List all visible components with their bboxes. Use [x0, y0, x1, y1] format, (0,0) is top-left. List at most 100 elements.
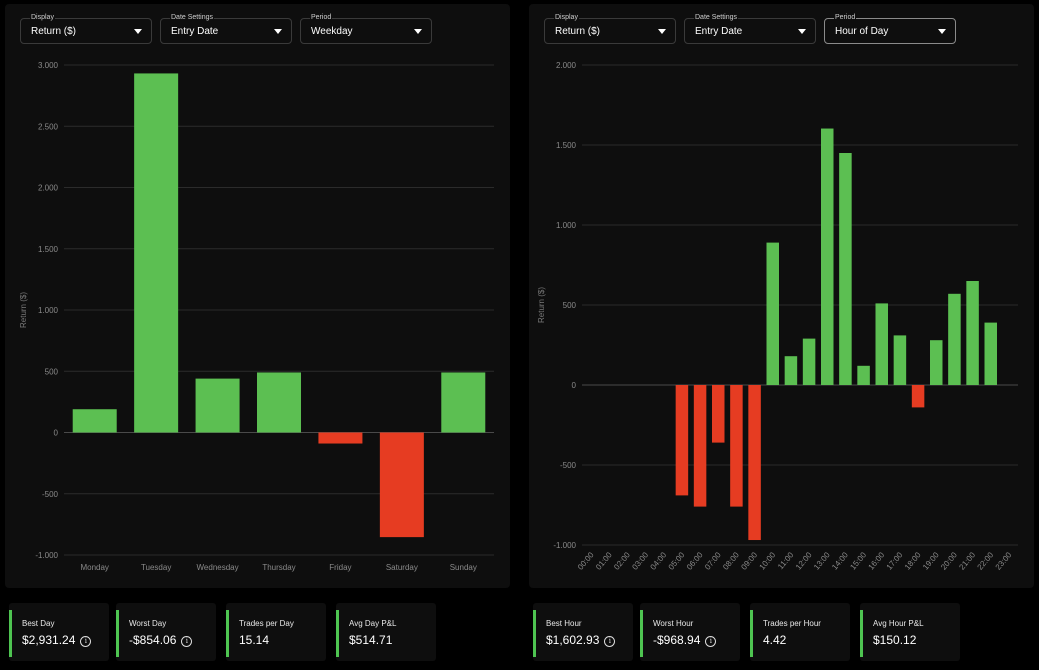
bar[interactable]: [984, 322, 998, 385]
worst-hour-value-row: -$968.94 i: [653, 633, 717, 647]
trades-per-hour-value: 4.42: [763, 633, 787, 647]
worst-day-card: Worst Day -$854.06 i: [116, 603, 216, 661]
display-select-value: Return ($): [31, 26, 77, 37]
x-tick-label: 23:00: [994, 550, 1014, 572]
card-accent: [336, 610, 339, 657]
bar[interactable]: [195, 378, 240, 433]
x-tick-label: 18:00: [903, 550, 923, 572]
period-select[interactable]: Period Hour of Day: [824, 14, 956, 44]
y-tick-label: 0: [572, 381, 577, 390]
bar[interactable]: [748, 385, 761, 541]
bar[interactable]: [784, 356, 798, 385]
info-icon[interactable]: i: [80, 636, 92, 647]
x-tick-label: 09:00: [739, 550, 759, 572]
weekday-chart-panel: Display Return ($) Date Settings Entry D…: [5, 4, 510, 588]
card-accent: [640, 610, 643, 657]
date-settings-select[interactable]: Date Settings Entry Date: [160, 14, 292, 44]
best-hour-card: Best Hour $1,602.93 i: [533, 603, 633, 661]
bar[interactable]: [911, 385, 925, 408]
bar[interactable]: [318, 432, 363, 444]
x-tick-label: 03:00: [630, 550, 650, 572]
bar[interactable]: [441, 372, 486, 433]
bar[interactable]: [675, 385, 689, 496]
x-tick-label: 16:00: [867, 550, 887, 572]
period-select[interactable]: Period Weekday: [300, 14, 432, 44]
y-tick-label: 3.000: [38, 61, 59, 70]
avg-hour-pnl-value: $150.12: [873, 633, 917, 647]
card-accent: [116, 610, 119, 657]
y-tick-label: 0: [54, 429, 59, 438]
info-icon[interactable]: i: [181, 636, 193, 647]
avg-day-pnl-value: $514.71: [349, 633, 393, 647]
caret-down-icon: [938, 29, 946, 34]
trades-per-hour-card: Trades per Hour 4.42: [750, 603, 850, 661]
bar[interactable]: [930, 340, 943, 385]
bar[interactable]: [948, 293, 961, 385]
x-tick-label: 19:00: [921, 550, 941, 572]
x-tick-label: 14:00: [830, 550, 850, 572]
best-hour-value-row: $1,602.93 i: [546, 633, 616, 647]
x-tick-label: 10:00: [758, 550, 778, 572]
bar[interactable]: [712, 385, 725, 443]
bar[interactable]: [766, 242, 780, 385]
display-select[interactable]: Display Return ($): [20, 14, 152, 44]
bar[interactable]: [72, 409, 117, 433]
avg-day-pnl-card: Avg Day P&L $514.71: [336, 603, 436, 661]
y-tick-label: -500: [560, 461, 577, 470]
best-hour-value: $1,602.93: [546, 633, 600, 647]
bar[interactable]: [802, 338, 816, 385]
card-accent: [9, 610, 12, 657]
bar[interactable]: [857, 365, 870, 385]
bar[interactable]: [693, 385, 707, 507]
y-tick-label: 2.000: [38, 184, 59, 193]
caret-down-icon: [798, 29, 806, 34]
bar[interactable]: [379, 432, 424, 538]
date-settings-select-value: Entry Date: [171, 26, 219, 37]
card-accent: [860, 610, 863, 657]
y-tick-label: 2.500: [38, 122, 59, 131]
date-settings-select-label: Date Settings: [694, 14, 739, 22]
bar[interactable]: [839, 153, 852, 385]
hour-bar-chart: -1.000 -500 0 500 1.000 1.500 2.000 Return ($) 0…: [537, 61, 1018, 572]
info-icon[interactable]: i: [604, 636, 616, 647]
display-select-value: Return ($): [555, 26, 601, 37]
bar[interactable]: [730, 385, 743, 507]
x-tick-label: Tuesday: [141, 563, 171, 572]
bar[interactable]: [821, 128, 834, 385]
avg-hour-pnl-label: Avg Hour P&L: [873, 619, 924, 628]
bar[interactable]: [134, 73, 179, 433]
x-tick-label: Thursday: [262, 563, 295, 572]
card-accent: [750, 610, 753, 657]
x-tick-label: 13:00: [812, 550, 832, 572]
x-tick-label: 04:00: [649, 550, 669, 572]
info-icon[interactable]: i: [705, 636, 717, 647]
bar[interactable]: [257, 372, 301, 433]
worst-hour-card: Worst Hour -$968.94 i: [640, 603, 740, 661]
display-select-label: Display: [30, 14, 55, 22]
bar[interactable]: [966, 281, 979, 385]
x-tick-label: 05:00: [667, 550, 687, 572]
y-tick-label: 1.500: [38, 245, 59, 254]
x-tick-label: Wednesday: [197, 563, 239, 572]
x-tick-label: 20:00: [939, 550, 959, 572]
period-select-label: Period: [834, 14, 857, 22]
best-day-label: Best Day: [22, 619, 55, 628]
x-tick-label: 07:00: [703, 550, 723, 572]
x-tick-label: Monday: [80, 563, 108, 572]
date-settings-select[interactable]: Date Settings Entry Date: [684, 14, 816, 44]
avg-hour-pnl-card: Avg Hour P&L $150.12: [860, 603, 960, 661]
x-tick-label: 06:00: [685, 550, 705, 572]
y-axis-label: Return ($): [19, 292, 28, 328]
best-day-card: Best Day $2,931.24 i: [9, 603, 109, 661]
display-select[interactable]: Display Return ($): [544, 14, 676, 44]
best-day-value-row: $2,931.24 i: [22, 633, 92, 647]
x-tick-label: Sunday: [450, 563, 477, 572]
x-tick-label: 15:00: [848, 550, 868, 572]
worst-day-value: -$854.06: [129, 633, 177, 647]
y-tick-label: -1.000: [553, 541, 576, 550]
worst-hour-value: -$968.94: [653, 633, 701, 647]
bar[interactable]: [875, 303, 889, 385]
avg-day-pnl-label: Avg Day P&L: [349, 619, 397, 628]
bar[interactable]: [893, 335, 907, 385]
period-select-label: Period: [310, 14, 333, 22]
